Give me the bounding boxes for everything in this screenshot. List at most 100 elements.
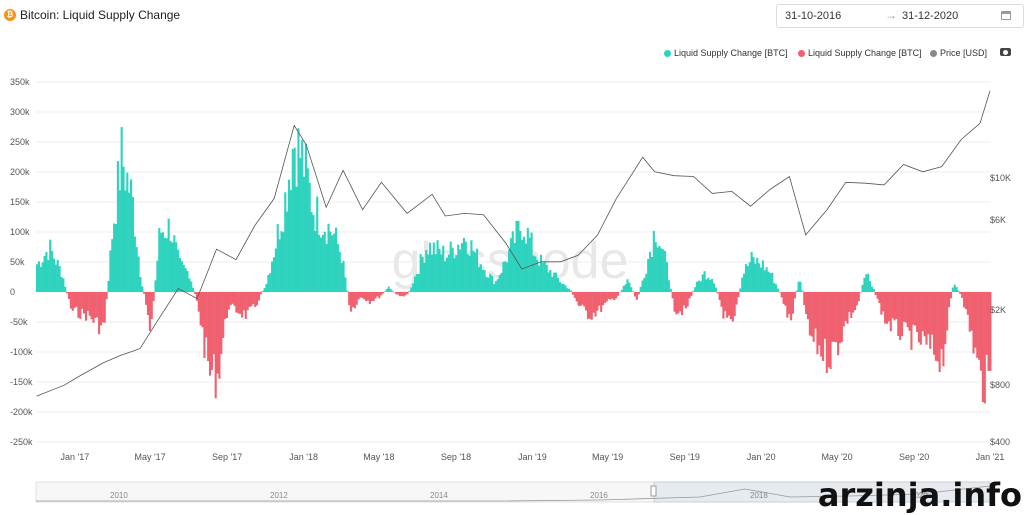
supply-bar (246, 292, 249, 311)
supply-bar (287, 179, 291, 292)
supply-bar (442, 245, 445, 292)
x-tick-label: Sep '18 (441, 452, 471, 462)
supply-bar (331, 235, 334, 292)
supply-bar (863, 277, 866, 292)
supply-bar (705, 279, 708, 292)
supply-bar (237, 292, 240, 314)
legend-item-supply-negative[interactable]: Liquid Supply Change [BTC] (798, 48, 922, 58)
supply-bar (472, 251, 475, 292)
supply-bar (532, 255, 535, 292)
supply-bar (485, 276, 488, 292)
supply-bar (178, 257, 182, 292)
supply-bar (186, 271, 189, 292)
supply-bar (594, 292, 597, 317)
supply-bar (350, 292, 353, 312)
supply-bar (729, 292, 732, 320)
supply-bar (588, 292, 591, 319)
supply-bar (483, 270, 486, 292)
supply-bar (271, 261, 274, 292)
supply-bar (833, 292, 836, 342)
supply-bar (370, 292, 373, 302)
supply-bar (771, 272, 774, 292)
supply-bar (462, 237, 465, 292)
supply-bar (857, 292, 860, 302)
supply-bar (71, 292, 74, 311)
y-tick-label: -250k (10, 437, 33, 447)
supply-bar (759, 267, 763, 292)
camera-icon[interactable] (1000, 48, 1011, 56)
supply-bar (308, 182, 311, 292)
date-end-input[interactable]: 31-12-2020 (902, 10, 959, 22)
supply-bar (592, 292, 595, 313)
legend-item-price[interactable]: Price [USD] (930, 48, 987, 58)
y-tick-label: 200k (10, 167, 30, 177)
navigator-tick-label: 2020 (910, 491, 928, 500)
supply-bar (675, 292, 678, 315)
supply-bar (466, 254, 469, 292)
supply-bar (498, 275, 501, 292)
x-tick-label: May '20 (821, 452, 852, 462)
y-tick-label: 0 (10, 287, 15, 297)
supply-bar (329, 231, 332, 292)
supply-bar (233, 292, 236, 306)
supply-bar (632, 291, 635, 292)
supply-bar (114, 223, 118, 292)
supply-bar (374, 292, 377, 299)
y-right-tick-label: $10K (990, 173, 1011, 183)
supply-bar (385, 288, 388, 292)
supply-bar (372, 292, 375, 301)
supply-bar (622, 285, 625, 292)
y-axis-left: 350k 300k 250k 200k 150k 100k 50k 0 -50k -100k -15… (10, 77, 33, 447)
supply-bar (878, 292, 881, 303)
supply-bar (731, 292, 734, 322)
supply-bar (797, 281, 800, 292)
supply-bar (519, 230, 522, 292)
supply-bar (304, 143, 307, 292)
date-range-picker[interactable]: 31-10-2016 → 31-12-2020 (776, 4, 1024, 28)
supply-bar (515, 220, 518, 292)
supply-bar (884, 292, 887, 324)
supply-bar (477, 267, 480, 292)
arrow-right-icon: → (885, 8, 897, 22)
supply-bar (940, 292, 943, 350)
supply-bar (314, 230, 317, 292)
supply-bar (876, 292, 879, 299)
supply-bar (494, 281, 497, 292)
supply-bar (812, 292, 815, 342)
supply-bar (342, 260, 345, 292)
supply-bar (295, 186, 298, 292)
supply-bar (665, 262, 669, 292)
supply-bar (837, 292, 840, 356)
supply-bar (504, 261, 507, 292)
calendar-icon[interactable] (1001, 11, 1011, 20)
supply-bar (978, 292, 981, 360)
supply-bar (910, 292, 913, 350)
legend-item-supply-positive[interactable]: Liquid Supply Change [BTC] (664, 48, 788, 58)
supply-bar (602, 292, 605, 306)
navigator-tick-label: 2012 (270, 491, 288, 500)
supply-bar (887, 292, 890, 322)
supply-bar (784, 292, 787, 306)
supply-bar (671, 292, 674, 299)
supply-bar (679, 292, 682, 312)
supply-bar (496, 279, 499, 292)
supply-bar (197, 292, 200, 312)
supply-bar (36, 264, 39, 292)
supply-bar (209, 292, 212, 376)
supply-bar (195, 292, 198, 301)
supply-bar (261, 290, 264, 292)
supply-bar (944, 292, 947, 345)
supply-bar (133, 236, 136, 292)
supply-bar (617, 292, 620, 296)
supply-bar (269, 273, 272, 292)
supply-bar (897, 292, 900, 337)
supply-bar (109, 250, 112, 292)
supply-bar (487, 277, 490, 292)
supply-bar (408, 291, 411, 292)
supply-bar (413, 276, 417, 292)
supply-bar (611, 292, 614, 299)
supply-bar (855, 292, 858, 306)
supply-bar (711, 278, 714, 292)
date-start-input[interactable]: 31-10-2016 (785, 10, 842, 22)
supply-bar (660, 248, 663, 292)
